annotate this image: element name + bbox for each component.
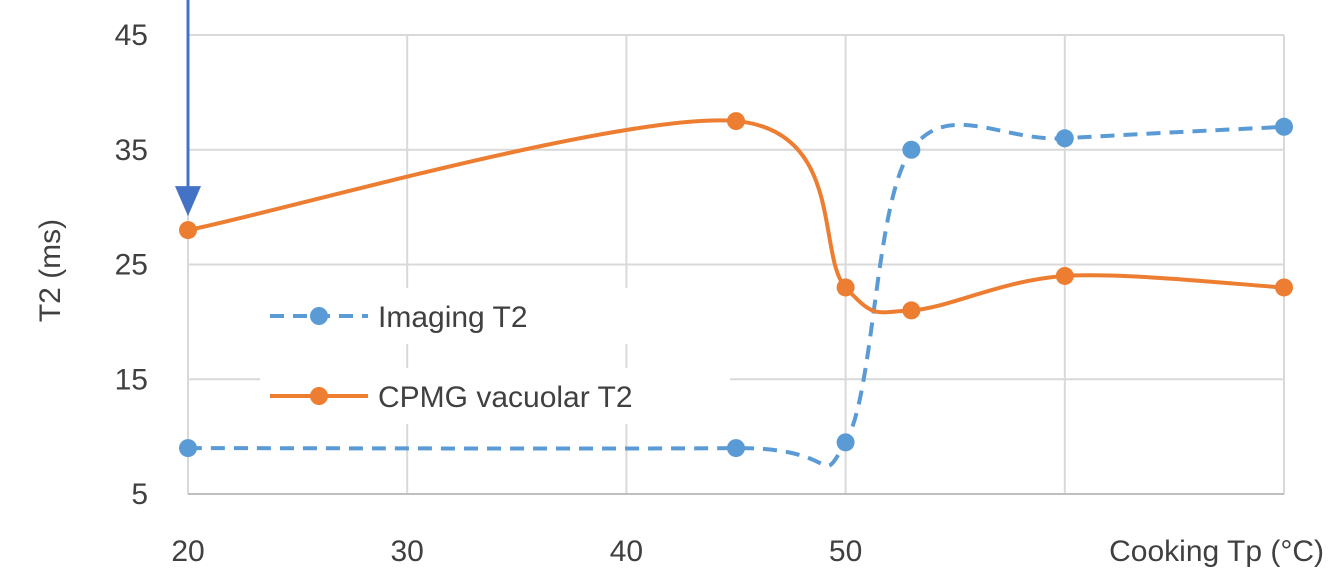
data-point [1055,129,1074,148]
data-point [1275,278,1293,297]
legend: Imaging T2 CPMG vacuolar T2 [260,288,730,424]
data-point [902,301,921,320]
legend-background [260,288,730,344]
y-tick-label: 5 [131,478,148,511]
legend-marker [310,387,328,405]
series-lines [179,112,1293,468]
axes: 45 35 25 15 5 20 30 40 50 Cooking Tp (°C) T2 (ms) [34,19,1324,568]
x-tick-label: 50 [829,535,862,568]
y-axis-title: T2 (ms) [34,219,67,322]
annotation-arrow-head [175,186,201,217]
data-point [727,112,745,131]
y-tick-label: 25 [115,249,148,282]
legend-marker [310,307,328,325]
x-tick-label: 40 [610,535,643,568]
legend-entry: Imaging T2 [260,288,730,344]
x-tick-label: 30 [391,535,424,568]
data-point [1275,117,1293,136]
x-axis-title: Cooking Tp (°C) [1109,535,1324,568]
data-point [902,140,921,159]
data-point [727,439,745,458]
legend-label: CPMG vacuolar T2 [378,381,633,414]
series-0 [179,117,1293,468]
data-point [179,221,197,240]
x-tick-label: 20 [171,535,204,568]
data-point [836,278,855,297]
y-tick-label: 35 [115,134,148,167]
legend-entry: CPMG vacuolar T2 [260,368,730,424]
annotation [175,0,201,217]
data-point [836,433,855,452]
series-1 [179,112,1293,320]
legend-label: Imaging T2 [378,301,528,334]
y-tick-label: 45 [115,19,148,52]
data-point [179,439,197,458]
y-tick-label: 15 [115,363,148,396]
data-point [1055,266,1074,285]
